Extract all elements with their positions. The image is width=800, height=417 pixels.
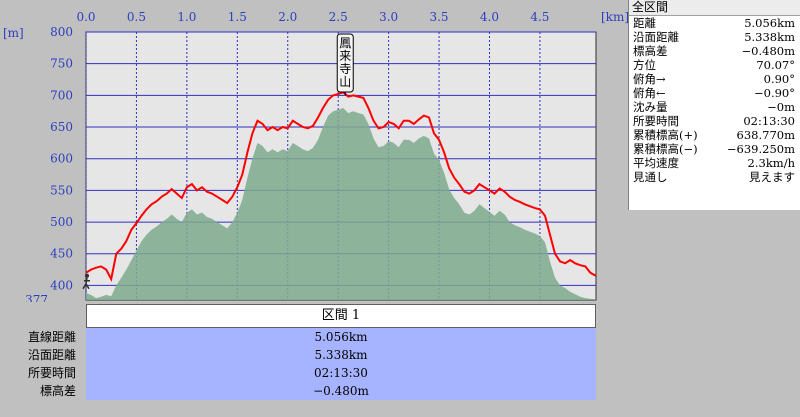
stats-value: −0.480m <box>741 44 795 58</box>
stats-panel: 全区間 距離 5.056km 沿面距離 5.338km 標高差 −0.480m 方位 7… <box>628 0 800 210</box>
peak-label-char: 鳳 <box>339 36 351 50</box>
walker-head <box>85 273 89 278</box>
x-tick-label: 2.0 <box>278 10 297 24</box>
x-tick-label: 0.0 <box>76 10 95 24</box>
x-tick-label: 1.0 <box>177 10 196 24</box>
section-row-label: 沿面距離 <box>27 348 76 362</box>
x-tick-label: 3.5 <box>429 10 448 24</box>
y-tick-label: 700 <box>50 88 73 102</box>
stats-value: −0.90° <box>754 86 795 100</box>
stats-row-depression-backward: 俯角← −0.90° <box>629 86 800 100</box>
section-row-elevation-diff: 標高差 −0.480m <box>0 383 628 399</box>
section-row-value: 02:13:30 <box>314 366 368 380</box>
y-axis-min-label: 377 <box>25 293 48 302</box>
section-row-time: 所要時間 02:13:30 <box>0 365 628 381</box>
stats-label: 累積標高(+) <box>633 128 698 142</box>
stats-value: 0.90° <box>763 72 795 86</box>
walker-body <box>82 277 90 290</box>
stats-value: 5.056km <box>744 16 795 30</box>
section-table: 区間 1 直線距離 5.056km 沿面距離 5.338km 所要時間 02:1… <box>0 302 628 417</box>
stats-row-time: 所要時間 02:13:30 <box>629 114 800 128</box>
stats-value: 02:13:30 <box>743 114 795 128</box>
section-row-value: 5.056km <box>314 330 368 344</box>
stats-value: −639.250m <box>726 142 795 156</box>
y-tick-label: 400 <box>50 278 73 292</box>
stats-label: 所要時間 <box>633 114 679 128</box>
ground-profile-area <box>86 108 596 300</box>
stats-label: 距離 <box>633 16 656 30</box>
stats-label: 累積標高(−) <box>633 142 698 156</box>
chart-svg: 0.0 0.5 1.0 1.5 2.0 2.5 3.0 3.5 4.0 4.5 400 450 500… <box>3 10 630 307</box>
x-tick-label: 1.5 <box>228 10 247 24</box>
y-tick-label: 600 <box>50 152 73 166</box>
stats-value: −0m <box>767 100 795 114</box>
stats-row-surface-distance: 沿面距離 5.338km <box>629 30 800 44</box>
elevation-line <box>85 91 597 283</box>
stats-label: 見通し <box>633 170 668 184</box>
x-tick-label: 0.5 <box>127 10 146 24</box>
stats-row-distance: 距離 5.056km <box>629 16 800 30</box>
y-axis-unit-label: [m] <box>3 26 24 40</box>
stats-label: 沿面距離 <box>633 30 679 44</box>
y-tick-label: 650 <box>50 120 73 134</box>
section-row-value: 5.338km <box>314 348 368 362</box>
x-tick-label: 2.5 <box>329 10 348 24</box>
x-tick-label: 4.0 <box>480 10 499 24</box>
stats-row-elevation-diff: 標高差 −0.480m <box>629 44 800 58</box>
stats-header: 全区間 <box>629 0 800 16</box>
stats-value: 5.338km <box>744 30 795 44</box>
y-tick-label: 800 <box>50 25 73 39</box>
stats-label: 俯角→ <box>633 72 666 86</box>
start-marker-icon[interactable] <box>82 273 90 290</box>
section-row-label: 所要時間 <box>27 366 76 380</box>
y-tick-label: 450 <box>50 247 73 261</box>
x-axis-tick-labels: 0.0 0.5 1.0 1.5 2.0 2.5 3.0 3.5 4.0 4.5 <box>76 10 549 24</box>
section-row-label: 標高差 <box>39 384 76 398</box>
stats-row-speed: 平均速度 2.3km/h <box>629 156 800 170</box>
section-row-label: 直線距離 <box>27 330 76 344</box>
section-header[interactable]: 区間 1 <box>86 304 596 328</box>
peak-label-char: 山 <box>339 75 351 89</box>
y-tick-label: 500 <box>50 215 73 229</box>
peak-label-char: 来 <box>339 49 351 63</box>
stats-value: 見えます <box>749 170 795 184</box>
stats-label: 平均速度 <box>633 156 679 170</box>
section-row-surface-distance: 沿面距離 5.338km <box>0 347 628 363</box>
stats-value: 2.3km/h <box>747 156 795 170</box>
elevation-chart: 0.0 0.5 1.0 1.5 2.0 2.5 3.0 3.5 4.0 4.5 400 450 500… <box>3 10 630 307</box>
x-tick-label: 3.0 <box>379 10 398 24</box>
stats-value: 70.07° <box>756 58 795 72</box>
y-tick-label: 550 <box>50 183 73 197</box>
stats-label: 方位 <box>633 58 656 72</box>
stats-label: 標高差 <box>633 44 668 58</box>
y-axis-tick-labels: 400 450 500 550 600 650 700 750 800 <box>50 25 73 292</box>
stats-row-descent: 累積標高(−) −639.250m <box>629 142 800 156</box>
stats-row-depression-forward: 俯角→ 0.90° <box>629 72 800 86</box>
section-body <box>86 328 596 400</box>
section-row-straight-distance: 直線距離 5.056km <box>0 329 628 345</box>
x-axis-unit-label: [km] <box>601 10 628 24</box>
stats-row-ascent: 累積標高(+) 638.770m <box>629 128 800 142</box>
stats-value: 638.770m <box>736 128 795 142</box>
x-tick-label: 4.5 <box>530 10 549 24</box>
stats-row-sink: 沈み量 −0m <box>629 100 800 114</box>
stats-rows: 距離 5.056km 沿面距離 5.338km 標高差 −0.480m 方位 70.07… <box>629 16 800 184</box>
stats-label: 沈み量 <box>633 100 668 114</box>
y-tick-label: 750 <box>50 57 73 71</box>
stats-row-visibility: 見通し 見えます <box>629 170 800 184</box>
section-row-value: −0.480m <box>313 384 369 398</box>
stats-row-bearing: 方位 70.07° <box>629 58 800 72</box>
peak-label-char: 寺 <box>339 62 351 76</box>
stats-label: 俯角← <box>633 86 666 100</box>
